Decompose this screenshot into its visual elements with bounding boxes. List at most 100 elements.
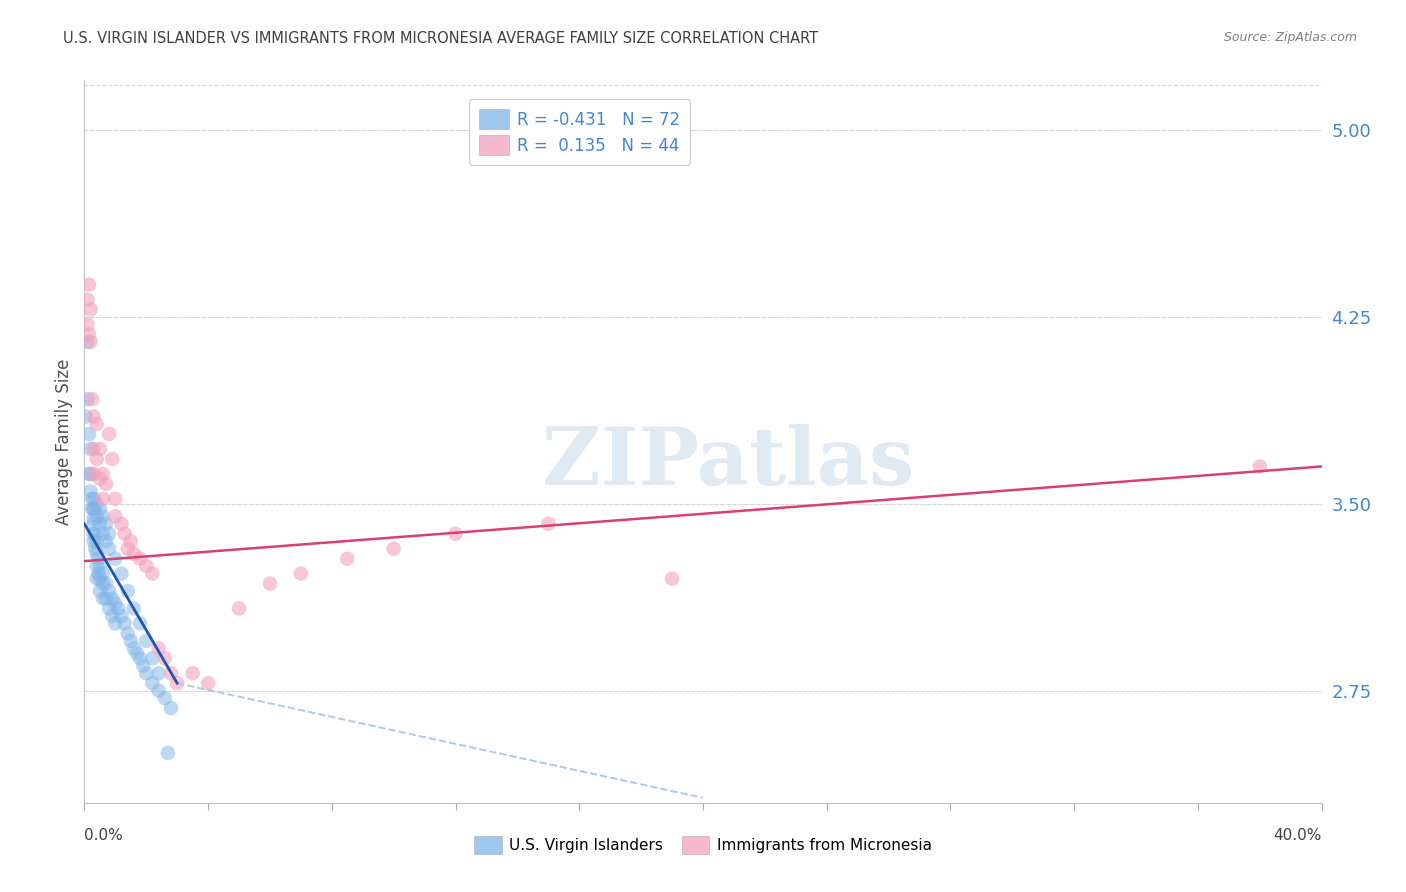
Point xyxy=(141,651,163,665)
Point xyxy=(117,626,139,640)
Point xyxy=(537,516,560,531)
Point xyxy=(86,547,108,561)
Point xyxy=(104,509,127,524)
Point xyxy=(101,452,124,467)
Point xyxy=(114,526,136,541)
Point xyxy=(122,641,145,656)
Point xyxy=(336,551,359,566)
Point xyxy=(110,566,132,581)
Point xyxy=(129,551,152,566)
Point xyxy=(79,302,101,317)
Point xyxy=(86,452,108,467)
Point xyxy=(125,646,148,660)
Text: 40.0%: 40.0% xyxy=(1274,828,1322,843)
Point xyxy=(382,541,405,556)
Point xyxy=(98,526,121,541)
Point xyxy=(160,701,183,715)
Point xyxy=(75,409,97,424)
Point xyxy=(101,609,124,624)
Point xyxy=(89,516,111,531)
Point xyxy=(83,409,105,424)
Point xyxy=(79,334,101,349)
Point xyxy=(181,666,204,681)
Point xyxy=(98,427,121,442)
Point xyxy=(91,591,114,606)
Point xyxy=(160,666,183,681)
Point xyxy=(110,516,132,531)
Point xyxy=(76,392,98,407)
Point xyxy=(79,467,101,481)
Point xyxy=(82,392,104,407)
Point xyxy=(83,516,105,531)
Point xyxy=(117,541,139,556)
Point xyxy=(91,526,114,541)
Point xyxy=(135,633,157,648)
Point xyxy=(76,293,98,307)
Y-axis label: Average Family Size: Average Family Size xyxy=(55,359,73,524)
Point xyxy=(141,676,163,690)
Point xyxy=(86,497,108,511)
Point xyxy=(141,566,163,581)
Point xyxy=(94,476,117,491)
Point xyxy=(91,491,114,506)
Point xyxy=(91,467,114,481)
Point xyxy=(83,501,105,516)
Point xyxy=(197,676,219,690)
Point xyxy=(89,472,111,486)
Point xyxy=(89,572,111,586)
Point xyxy=(89,501,111,516)
Point xyxy=(83,467,105,481)
Text: 0.0%: 0.0% xyxy=(84,828,124,843)
Text: U.S. VIRGIN ISLANDER VS IMMIGRANTS FROM MICRONESIA AVERAGE FAMILY SIZE CORRELATI: U.S. VIRGIN ISLANDER VS IMMIGRANTS FROM … xyxy=(63,31,818,46)
Point xyxy=(1249,459,1271,474)
Point xyxy=(89,559,111,574)
Point xyxy=(228,601,250,615)
Point xyxy=(104,551,127,566)
Point xyxy=(87,566,110,581)
Point xyxy=(107,601,129,615)
Point xyxy=(98,541,121,556)
Point xyxy=(104,616,127,631)
Point xyxy=(87,551,110,566)
Point xyxy=(117,584,139,599)
Point xyxy=(166,676,188,690)
Point xyxy=(98,601,121,615)
Point xyxy=(94,516,117,531)
Point xyxy=(101,591,124,606)
Point xyxy=(661,572,683,586)
Point xyxy=(104,597,127,611)
Point xyxy=(148,683,170,698)
Point xyxy=(83,526,105,541)
Point xyxy=(83,534,105,549)
Point xyxy=(91,576,114,591)
Point xyxy=(83,491,105,506)
Point xyxy=(86,509,108,524)
Point xyxy=(156,746,179,760)
Point xyxy=(76,334,98,349)
Text: Source: ZipAtlas.com: Source: ZipAtlas.com xyxy=(1223,31,1357,45)
Point xyxy=(79,484,101,499)
Point xyxy=(148,641,170,656)
Point xyxy=(83,501,105,516)
Point xyxy=(290,566,312,581)
Point xyxy=(77,277,100,292)
Point xyxy=(135,666,157,681)
Point xyxy=(104,491,127,506)
Point xyxy=(77,467,100,481)
Point xyxy=(120,633,142,648)
Point xyxy=(77,427,100,442)
Point xyxy=(259,576,281,591)
Point xyxy=(89,442,111,456)
Point xyxy=(91,566,114,581)
Point xyxy=(122,601,145,615)
Point xyxy=(114,616,136,631)
Point xyxy=(94,591,117,606)
Point xyxy=(153,691,176,706)
Point xyxy=(148,666,170,681)
Point xyxy=(76,318,98,332)
Point xyxy=(86,559,108,574)
Point xyxy=(98,584,121,599)
Point xyxy=(129,616,152,631)
Point xyxy=(79,442,101,456)
Legend: U.S. Virgin Islanders, Immigrants from Micronesia: U.S. Virgin Islanders, Immigrants from M… xyxy=(468,830,938,860)
